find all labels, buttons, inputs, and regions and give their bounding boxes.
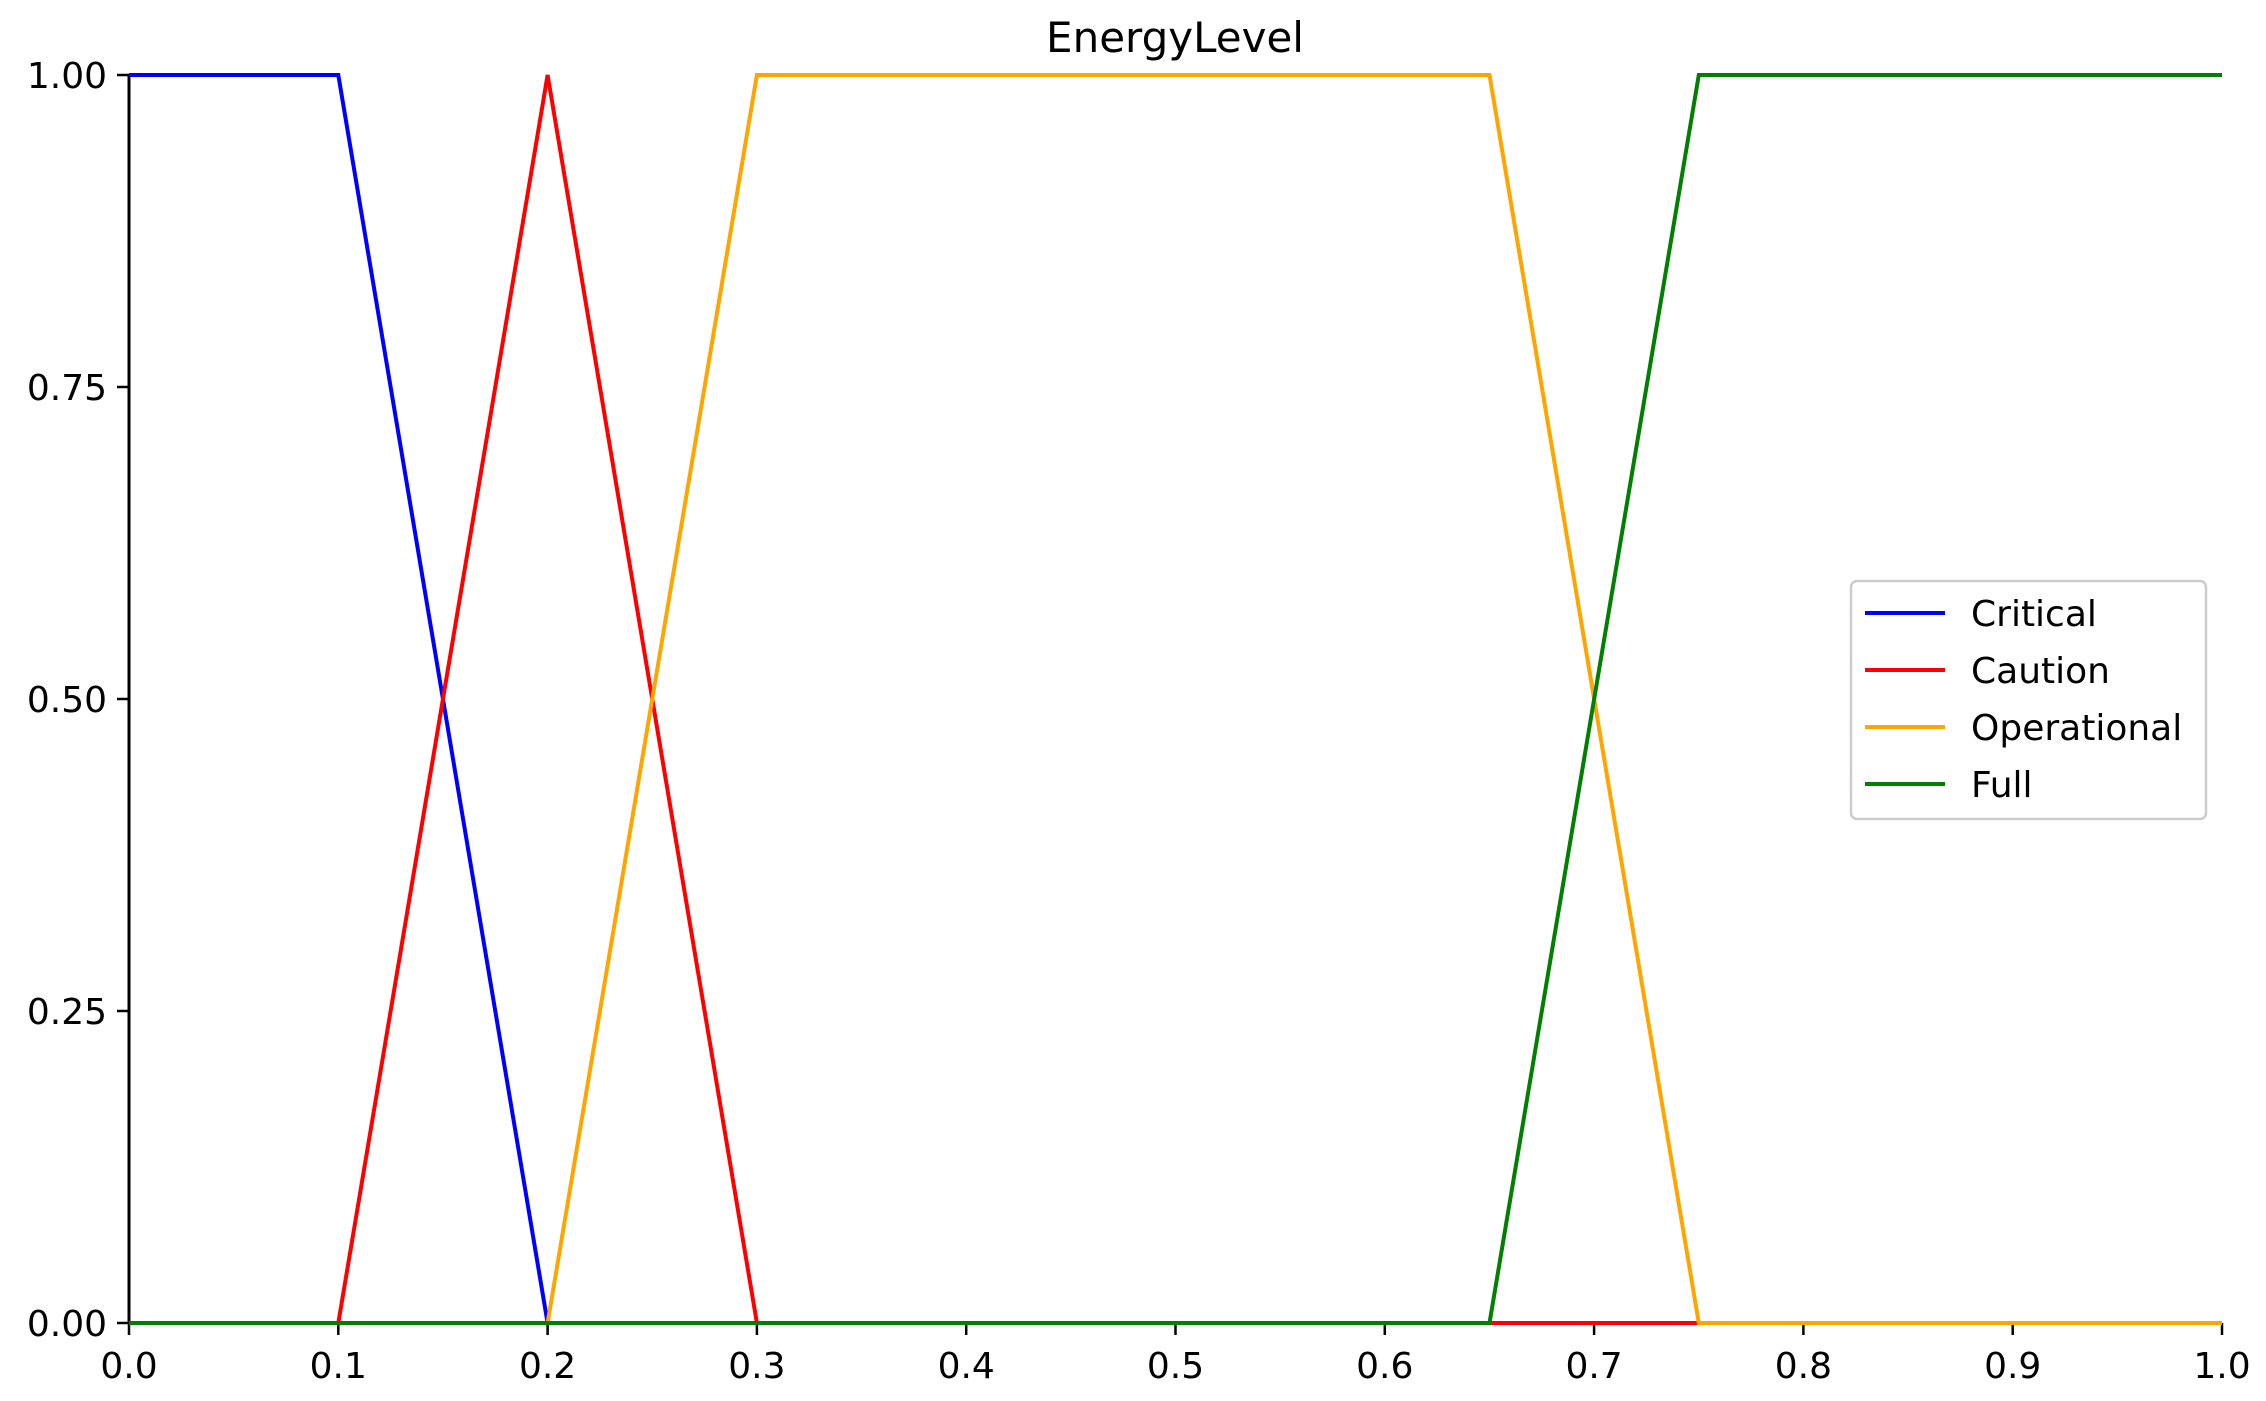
x-tick-label: 0.2 (519, 1346, 576, 1387)
y-axis-ticks: 0.00 0.25 0.50 0.75 1.00 (27, 56, 129, 1345)
y-tick-label: 1.00 (27, 56, 107, 97)
legend-label-operational: Operational (1971, 708, 2182, 749)
y-tick-label: 0.00 (27, 1304, 107, 1345)
x-tick-label: 0.1 (310, 1346, 367, 1387)
y-tick-label: 0.50 (27, 680, 107, 721)
x-tick-label: 0.8 (1775, 1346, 1832, 1387)
x-tick-label: 0.4 (938, 1346, 995, 1387)
y-tick-label: 0.25 (27, 992, 107, 1033)
series-lines (129, 73, 2222, 1325)
chart-title: EnergyLevel (1046, 13, 1304, 62)
x-tick-label: 0.6 (1356, 1346, 1413, 1387)
legend-label-caution: Caution (1971, 651, 2110, 692)
x-tick-label: 0.0 (100, 1346, 157, 1387)
x-tick-label: 1.0 (2193, 1346, 2250, 1387)
x-tick-label: 0.5 (1147, 1346, 1204, 1387)
series-line-full (129, 73, 2222, 1325)
legend-label-critical: Critical (1971, 594, 2097, 635)
x-axis-ticks: 0.0 0.1 0.2 0.3 0.4 0.5 0.6 0.7 0.8 0.9 1.0 (100, 1323, 2251, 1387)
legend-label-full: Full (1971, 765, 2033, 806)
x-tick-label: 0.9 (1984, 1346, 2041, 1387)
legend: Critical Caution Operational Full (1849, 579, 2208, 821)
x-tick-label: 0.3 (728, 1346, 785, 1387)
y-tick-label: 0.75 (27, 368, 107, 409)
x-tick-label: 0.7 (1565, 1346, 1622, 1387)
legend-box (1849, 579, 2208, 821)
